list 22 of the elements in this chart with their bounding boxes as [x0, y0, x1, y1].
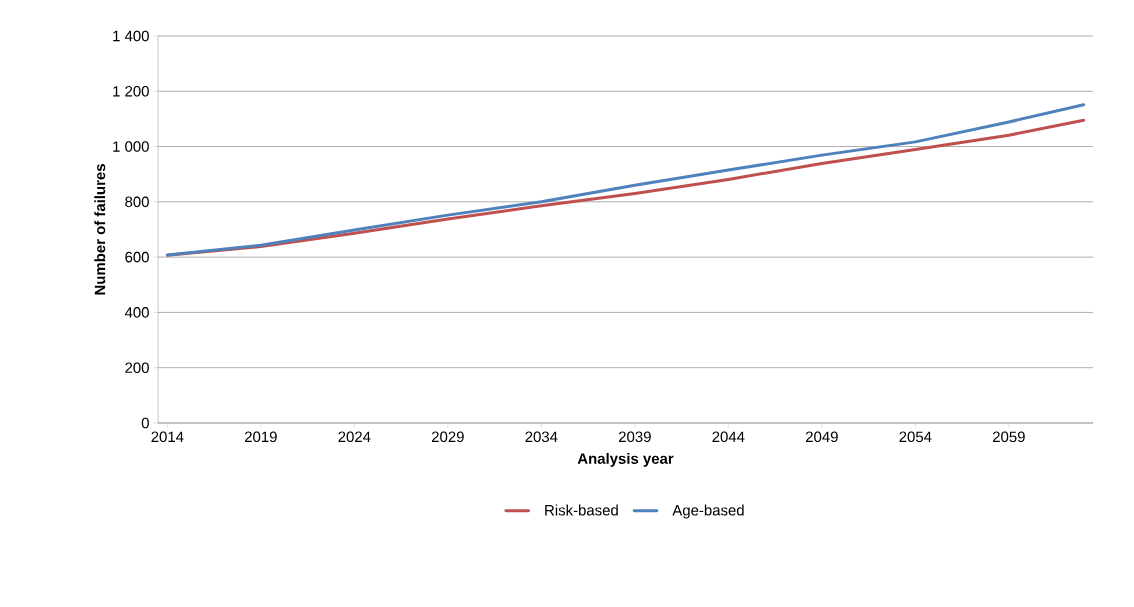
x-tick-label: 2049 [805, 431, 838, 443]
x-tick-label: 2014 [151, 431, 184, 443]
legend-label: Risk-based [545, 504, 618, 516]
y-axis-title: Number of failures [94, 164, 106, 295]
y-tick-label: 1 200 [113, 85, 149, 97]
y-tick-label: 800 [125, 196, 149, 208]
legend-label: Age-based [672, 504, 744, 519]
x-tick-label: 2054 [899, 431, 932, 443]
y-tick-label: 400 [124, 307, 149, 318]
y-tick-label: 1 000 [113, 141, 149, 152]
y-tick-label: 200 [125, 362, 149, 373]
x-tick-label: 2019 [244, 431, 277, 443]
x-tick-label: 2059 [992, 431, 1025, 443]
x-axis-title: Analysis year [577, 452, 674, 467]
x-tick-label: 2044 [712, 431, 745, 443]
x-tick-label: 2034 [525, 431, 558, 443]
x-tick-label: 2024 [338, 431, 371, 443]
y-tick-label: 0 [141, 417, 149, 429]
y-tick-label: 1 400 [113, 30, 149, 42]
x-tick-label: 2039 [618, 431, 651, 443]
y-tick-label: 600 [125, 251, 149, 263]
x-tick-label: 2029 [431, 431, 464, 443]
